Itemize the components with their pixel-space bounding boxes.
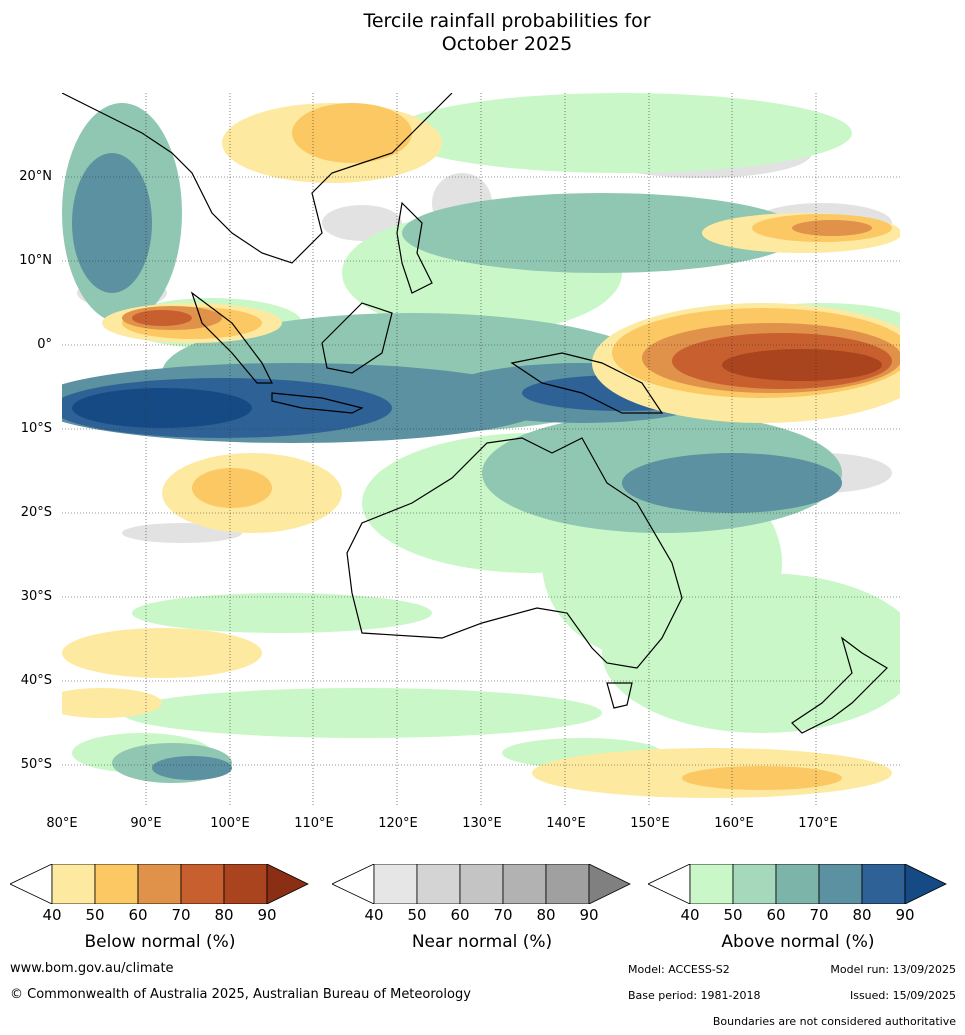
model-run-date: Model run: 13/09/2025: [830, 963, 956, 976]
above-normal-90-plus: [72, 388, 252, 428]
lat-label-10S: 10°S: [20, 421, 52, 436]
above-tick-60: 60: [766, 906, 786, 924]
copyright-text: © Commonwealth of Australia 2025, Austra…: [10, 987, 471, 1002]
lat-label-30S: 30°S: [20, 589, 52, 604]
lon-label-130E: 130°E: [462, 816, 502, 831]
model-name: Model: ACCESS-S2: [628, 963, 730, 976]
near-tick-80: 80: [536, 906, 556, 924]
lon-label-110E: 110°E: [294, 816, 334, 831]
above-normal-label: Above normal (%): [721, 932, 875, 952]
above-tick-70: 70: [809, 906, 829, 924]
lat-label-20N: 20°N: [19, 169, 52, 184]
lon-label-120E: 120°E: [378, 816, 418, 831]
australia-outline: [346, 437, 683, 669]
new-guinea-outline: [510, 352, 664, 414]
issued-date: Issued: 15/09/2025: [849, 989, 956, 1002]
above-tick-80: 80: [852, 906, 872, 924]
near-tick-40: 40: [364, 906, 384, 924]
above-tick-50: 50: [723, 906, 743, 924]
lon-label-150E: 150°E: [630, 816, 670, 831]
bom-url-link[interactable]: www.bom.gov.au/climate: [10, 961, 174, 976]
new-zealand-outline: [791, 636, 888, 734]
lon-label-80E: 80°E: [46, 816, 78, 831]
lat-label-50S: 50°S: [20, 757, 52, 772]
below-tick-70: 70: [171, 906, 191, 924]
map-canvas: [62, 93, 900, 806]
lon-label-160E: 160°E: [714, 816, 754, 831]
above-tick-90: 90: [895, 906, 915, 924]
above-tick-40: 40: [680, 906, 700, 924]
philippines-outline: [396, 201, 433, 294]
lat-label-10N: 10°N: [19, 253, 52, 268]
lat-label-20S: 20°S: [20, 505, 52, 520]
title-line-1: Tercile rainfall probabilities for: [363, 10, 651, 32]
near-normal-colorbar: [332, 864, 631, 904]
asia-coastline: [62, 93, 453, 264]
graticule: [62, 93, 900, 806]
boundaries-disclaimer: Boundaries are not considered authoritat…: [712, 1015, 956, 1028]
below-normal-colorbar: [10, 864, 309, 904]
near-normal-label: Near normal (%): [411, 932, 553, 952]
near-tick-70: 70: [493, 906, 513, 924]
below-tick-50: 50: [85, 906, 105, 924]
lon-label-170E: 170°E: [798, 816, 838, 831]
lon-label-100E: 100°E: [210, 816, 250, 831]
rainfall-probability-map: [62, 93, 900, 806]
lon-label-140E: 140°E: [546, 816, 586, 831]
borneo-outline: [321, 302, 393, 374]
near-tick-60: 60: [450, 906, 470, 924]
near-tick-50: 50: [407, 906, 427, 924]
base-period: Base period: 1981-2018: [628, 989, 761, 1002]
below-normal-80-90: [722, 349, 882, 381]
sumatra-outline: [190, 291, 273, 384]
below-normal-label: Below normal (%): [84, 932, 236, 952]
below-tick-40: 40: [42, 906, 62, 924]
lat-label-0: 0°: [37, 337, 52, 352]
lon-label-90E: 90°E: [130, 816, 162, 831]
above-normal-colorbar: [648, 864, 947, 904]
title-line-2: October 2025: [441, 33, 573, 55]
map-title: Tercile rainfall probabilities for Octob…: [0, 10, 965, 56]
below-tick-60: 60: [128, 906, 148, 924]
tasmania-outline: [606, 682, 633, 709]
below-tick-80: 80: [214, 906, 234, 924]
below-tick-90: 90: [257, 906, 277, 924]
java-outline: [271, 392, 364, 414]
near-tick-90: 90: [579, 906, 599, 924]
lat-label-40S: 40°S: [20, 673, 52, 688]
